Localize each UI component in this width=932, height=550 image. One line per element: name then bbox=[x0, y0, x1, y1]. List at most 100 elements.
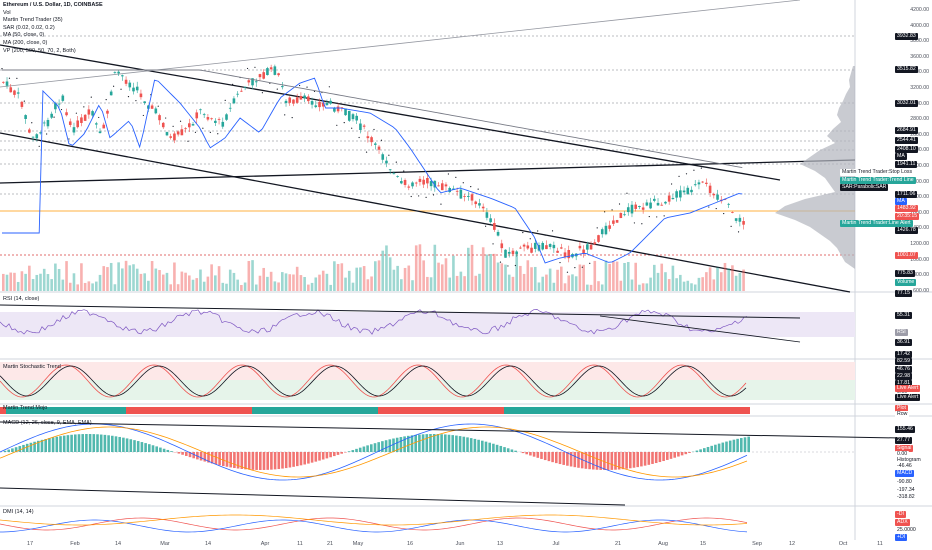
macd-histogram-bar bbox=[251, 452, 255, 470]
macd-histogram-bar bbox=[244, 452, 247, 470]
price-tick-label: 2000.00 bbox=[910, 178, 929, 185]
macd-histogram-bar bbox=[706, 446, 710, 452]
candle-body bbox=[310, 101, 314, 105]
trend-mojo-cell bbox=[312, 407, 318, 414]
axis-value-tag: 2408.10 bbox=[895, 146, 918, 153]
legend-ma200[interactable]: MA (200, close, 0) bbox=[3, 39, 48, 46]
macd-histogram-bar bbox=[125, 438, 129, 452]
macd-histogram-bar bbox=[33, 441, 36, 452]
price-tick-label: 800.00 bbox=[913, 272, 929, 279]
axis-value-tag: RSI bbox=[895, 329, 908, 336]
volume-bar bbox=[336, 263, 340, 291]
volume-bar bbox=[277, 282, 280, 291]
trend-mojo-cell bbox=[84, 407, 90, 414]
sar-dot bbox=[671, 183, 673, 185]
macd-pane-label[interactable]: MACD (12, 26, close, 9, EMA, EMA) bbox=[3, 420, 92, 426]
candle-body bbox=[649, 202, 652, 209]
macd-histogram-bar bbox=[736, 438, 739, 452]
macd-histogram-bar bbox=[647, 452, 651, 465]
legend-volume[interactable]: Vol bbox=[3, 9, 11, 16]
legend-sar[interactable]: SAR (0.02, 0.02, 0.2) bbox=[3, 24, 55, 31]
time-tick-label: Sep bbox=[752, 541, 762, 547]
volume-bar bbox=[288, 274, 292, 291]
time-tick-label: 11 bbox=[297, 541, 303, 547]
candle-body bbox=[65, 112, 68, 116]
symbol-title[interactable]: Ethereum / U.S. Dollar, 1D, COINBASE bbox=[3, 2, 103, 8]
macd-histogram-bar bbox=[506, 448, 510, 452]
legend-martin-trend-trader[interactable]: Martin Trend Trader (35) bbox=[3, 17, 63, 24]
legend-ma50[interactable]: MA (50, close, 0) bbox=[3, 32, 45, 39]
sar-dot bbox=[730, 225, 732, 227]
legend-volume-profile[interactable]: VP (200, 500, 50, 70, 2, Both) bbox=[3, 47, 76, 54]
candle-body bbox=[426, 177, 429, 184]
sar-dot bbox=[626, 192, 628, 194]
macd-histogram-bar bbox=[74, 434, 77, 452]
volume-bar bbox=[567, 275, 571, 291]
macd-histogram-bar bbox=[725, 441, 728, 452]
trend-mojo-cell bbox=[96, 407, 102, 414]
macd-histogram-bar bbox=[347, 451, 351, 452]
stoch-pane-label[interactable]: Martin Stochastic Trend bbox=[3, 364, 61, 370]
candle-body bbox=[113, 72, 117, 74]
trend-mojo-cell bbox=[354, 407, 360, 414]
axis-value-tag: 1941.11 bbox=[895, 161, 918, 168]
candle-body bbox=[403, 180, 407, 185]
macd-histogram-bar bbox=[51, 437, 55, 452]
sar-dot bbox=[440, 203, 442, 205]
trend-mojo-cell bbox=[600, 407, 606, 414]
volume-bar bbox=[731, 265, 734, 291]
volume-bar bbox=[161, 274, 165, 291]
dmi-pane-label[interactable]: DMI (14, 14) bbox=[3, 509, 34, 515]
macd-histogram-bar bbox=[440, 434, 443, 452]
trend-mojo-cell bbox=[390, 407, 396, 414]
volume-bar bbox=[459, 271, 463, 291]
macd-histogram-bar bbox=[222, 452, 225, 467]
volume-bar bbox=[202, 281, 206, 291]
trend-line-horizontal bbox=[0, 159, 856, 184]
macd-histogram-bar bbox=[103, 434, 107, 452]
trend-mojo-cell bbox=[558, 407, 564, 414]
candle-body bbox=[61, 95, 65, 101]
macd-histogram-bar bbox=[199, 452, 203, 461]
volume-bar bbox=[679, 274, 682, 291]
dmi-minus-line bbox=[0, 517, 748, 531]
trend-mojo-cell bbox=[510, 407, 516, 414]
sar-dot bbox=[656, 216, 658, 218]
macd-histogram-bar bbox=[270, 452, 273, 470]
rsi-pane-label[interactable]: RSI (14, close) bbox=[3, 296, 40, 302]
macd-histogram-bar bbox=[277, 452, 281, 470]
candle-body bbox=[362, 125, 366, 127]
trend-mojo-cell bbox=[516, 407, 522, 414]
axis-value-tag: Live Alert bbox=[895, 385, 921, 392]
price-tick-label: 3600.00 bbox=[910, 53, 929, 60]
volume-bar bbox=[266, 276, 269, 291]
volume-bar bbox=[87, 281, 91, 291]
trend-mojo-cell bbox=[72, 407, 78, 414]
trend-pane-label[interactable]: Martin Trend Mojo bbox=[3, 405, 48, 411]
volume-bar bbox=[184, 272, 187, 291]
sar-dot bbox=[98, 116, 100, 119]
candle-body bbox=[80, 117, 83, 123]
candle-body bbox=[455, 190, 459, 192]
candle-body bbox=[731, 212, 734, 213]
macd-histogram-bar bbox=[329, 452, 332, 458]
candle-body bbox=[593, 242, 597, 245]
volume-bar bbox=[299, 275, 303, 291]
macd-histogram-bar bbox=[429, 434, 432, 452]
volume-bar bbox=[39, 273, 42, 291]
sar-dot bbox=[537, 230, 539, 232]
time-tick-label: 15 bbox=[699, 541, 707, 547]
volume-bar bbox=[407, 265, 411, 291]
volume-bar bbox=[310, 282, 314, 291]
macd-histogram-bar bbox=[514, 450, 517, 452]
volume-bar bbox=[139, 273, 143, 291]
trend-mojo-cell bbox=[636, 407, 642, 414]
macd-histogram-bar bbox=[59, 436, 62, 452]
volume-bar bbox=[519, 265, 522, 291]
volume-bar bbox=[68, 282, 72, 291]
macd-histogram-bar bbox=[299, 452, 303, 466]
macd-histogram-bar bbox=[240, 452, 244, 469]
time-tick-label: 21 bbox=[614, 541, 622, 547]
